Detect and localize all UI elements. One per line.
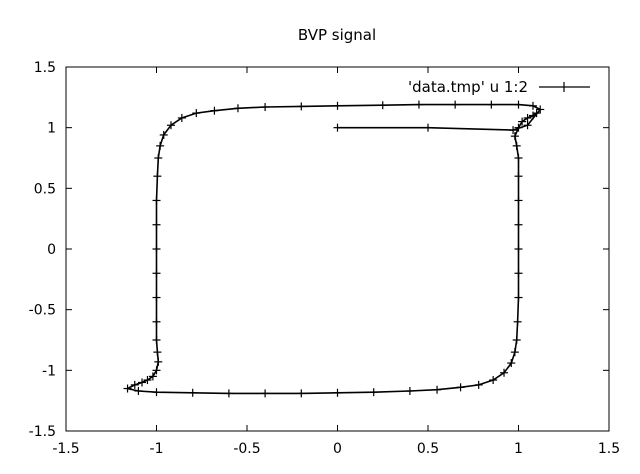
data-point — [510, 132, 519, 141]
data-point — [378, 101, 387, 110]
x-tick-label: 0.5 — [417, 441, 439, 457]
data-point — [512, 141, 521, 150]
data-point — [152, 388, 161, 397]
data-point — [134, 386, 143, 395]
data-point — [456, 383, 465, 392]
y-tick-label: 0.5 — [34, 181, 56, 197]
data-point — [224, 389, 233, 398]
data-point — [487, 100, 496, 109]
data-point — [514, 220, 523, 229]
data-point — [152, 366, 161, 375]
data-point — [152, 245, 161, 253]
data-point — [414, 100, 423, 109]
data-point — [536, 105, 545, 114]
data-point — [159, 130, 168, 139]
data-point — [500, 368, 509, 377]
data-point — [513, 317, 522, 326]
y-tick-label: 1 — [47, 121, 56, 137]
data-point — [123, 384, 132, 393]
series-0 — [123, 100, 545, 398]
data-point — [532, 109, 541, 118]
y-tick-label: 1.5 — [34, 60, 56, 76]
x-tick-label: 1.5 — [598, 441, 620, 457]
data-point — [154, 357, 163, 366]
series-line — [125, 103, 542, 395]
data-point — [424, 123, 432, 132]
data-point — [514, 269, 523, 278]
data-point — [153, 348, 162, 357]
data-point — [405, 386, 414, 395]
chart-title: BVP signal — [298, 26, 376, 44]
y-tick-label: -0.5 — [29, 303, 56, 319]
data-point — [514, 196, 523, 205]
data-point — [433, 385, 442, 394]
data-point — [510, 348, 519, 357]
x-tick-label: 1 — [514, 441, 523, 457]
data-point — [233, 104, 242, 113]
y-tick-label: 0 — [47, 242, 56, 258]
data-point — [514, 293, 523, 302]
data-point — [192, 109, 201, 118]
data-point — [297, 389, 306, 398]
data-point — [369, 388, 378, 397]
data-point — [514, 100, 523, 109]
series-layer — [123, 100, 545, 398]
data-point — [509, 126, 518, 135]
data-point — [514, 154, 523, 162]
data-point — [153, 172, 162, 181]
data-point — [523, 121, 532, 130]
data-point — [154, 154, 163, 162]
data-point — [514, 245, 523, 253]
data-point — [152, 317, 161, 326]
data-point — [489, 376, 498, 385]
data-point — [333, 101, 342, 110]
data-point — [474, 380, 483, 389]
data-point — [451, 100, 460, 109]
x-tick-label: -1.5 — [52, 441, 79, 457]
axes: -1.5 -1 -0.5 0 0.5 1 1.5 1.5 1 0.5 0 -0.5 -1 -1.5 — [29, 60, 620, 457]
x-tick-label: 0 — [333, 441, 342, 457]
data-point — [152, 196, 161, 205]
data-point — [518, 117, 527, 126]
data-point — [152, 293, 161, 302]
data-point — [177, 113, 186, 122]
data-point — [152, 336, 161, 344]
data-point — [152, 269, 161, 278]
data-point — [152, 220, 161, 229]
data-point — [514, 172, 523, 181]
data-point — [143, 376, 152, 385]
data-point — [261, 389, 270, 398]
data-point — [297, 102, 306, 111]
data-point — [523, 113, 532, 122]
data-point — [333, 123, 342, 132]
data-point — [138, 378, 147, 387]
data-point — [507, 359, 516, 368]
data-point — [261, 103, 270, 112]
data-point — [188, 388, 197, 397]
data-point — [333, 388, 342, 397]
data-point — [130, 380, 139, 389]
y-tick-label: -1 — [42, 363, 56, 379]
legend: 'data.tmp' u 1:2 — [408, 78, 590, 96]
data-point — [156, 141, 165, 150]
legend-label: 'data.tmp' u 1:2 — [408, 78, 528, 96]
x-tick-label: -0.5 — [233, 441, 260, 457]
x-tick-label: -1 — [150, 441, 164, 457]
data-point — [512, 336, 521, 344]
data-point — [148, 372, 157, 381]
data-point — [166, 121, 175, 130]
data-point — [210, 106, 219, 115]
y-tick-label: -1.5 — [29, 424, 56, 440]
data-point — [528, 101, 537, 110]
data-point — [514, 123, 523, 132]
